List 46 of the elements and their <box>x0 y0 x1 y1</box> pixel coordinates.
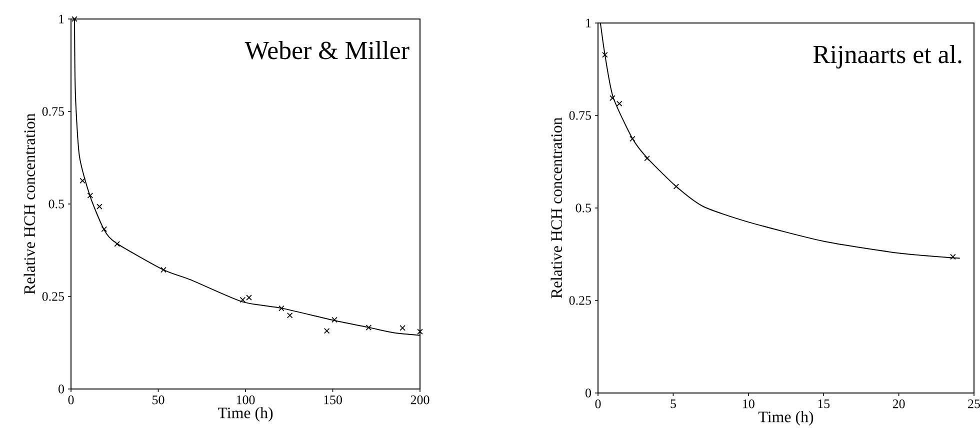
point <box>114 241 120 247</box>
y-tick-label: 0.75 <box>42 107 64 116</box>
y-tick-label: 1 <box>586 18 591 28</box>
x-tick-label: 5 <box>670 399 676 408</box>
x-tick-label: 200 <box>410 395 430 404</box>
point <box>96 204 102 210</box>
point <box>630 136 636 142</box>
x-axis-title: Time (h) <box>758 411 814 426</box>
y-tick-label: 0 <box>586 388 592 398</box>
y-tick-label: 1 <box>59 14 64 24</box>
x-tick-label: 0 <box>595 399 601 408</box>
y-axis-title: Relative HCH concentration <box>550 117 562 298</box>
x-tick-label: 20 <box>892 399 905 408</box>
x-tick-label: 15 <box>818 399 830 408</box>
y-tick-label: 0.5 <box>48 200 64 208</box>
y-tick-label: 0.25 <box>42 292 64 301</box>
x-tick-label: 50 <box>152 395 164 404</box>
point <box>644 155 650 162</box>
y-tick-label: 0.5 <box>576 204 591 212</box>
point <box>286 312 293 318</box>
point <box>101 226 108 232</box>
point <box>366 324 372 330</box>
point <box>332 316 338 323</box>
point <box>400 325 406 331</box>
point <box>616 100 622 107</box>
x-axis-title: Time (h) <box>218 407 273 422</box>
point <box>278 305 284 312</box>
point <box>160 266 166 273</box>
x-tick-label: 10 <box>743 399 754 408</box>
annotation: Weber & Miller <box>244 41 410 60</box>
point <box>610 95 616 102</box>
x-tick-label: 150 <box>324 395 342 404</box>
point <box>950 254 956 260</box>
point <box>87 192 94 198</box>
x-tick-label: 100 <box>236 395 255 404</box>
y-axis-title: Relative HCH concentration <box>24 113 35 294</box>
x-tick-label: 0 <box>68 395 74 404</box>
y-tick-label: 0 <box>58 384 64 394</box>
point <box>80 178 86 184</box>
annotation: Rijnaarts et al. <box>813 45 962 68</box>
point <box>673 184 680 190</box>
point <box>324 328 330 334</box>
y-tick-label: 0.75 <box>569 111 591 120</box>
x-tick-label: 25 <box>968 399 980 408</box>
point <box>602 52 608 58</box>
y-tick-label: 0.25 <box>569 296 591 305</box>
